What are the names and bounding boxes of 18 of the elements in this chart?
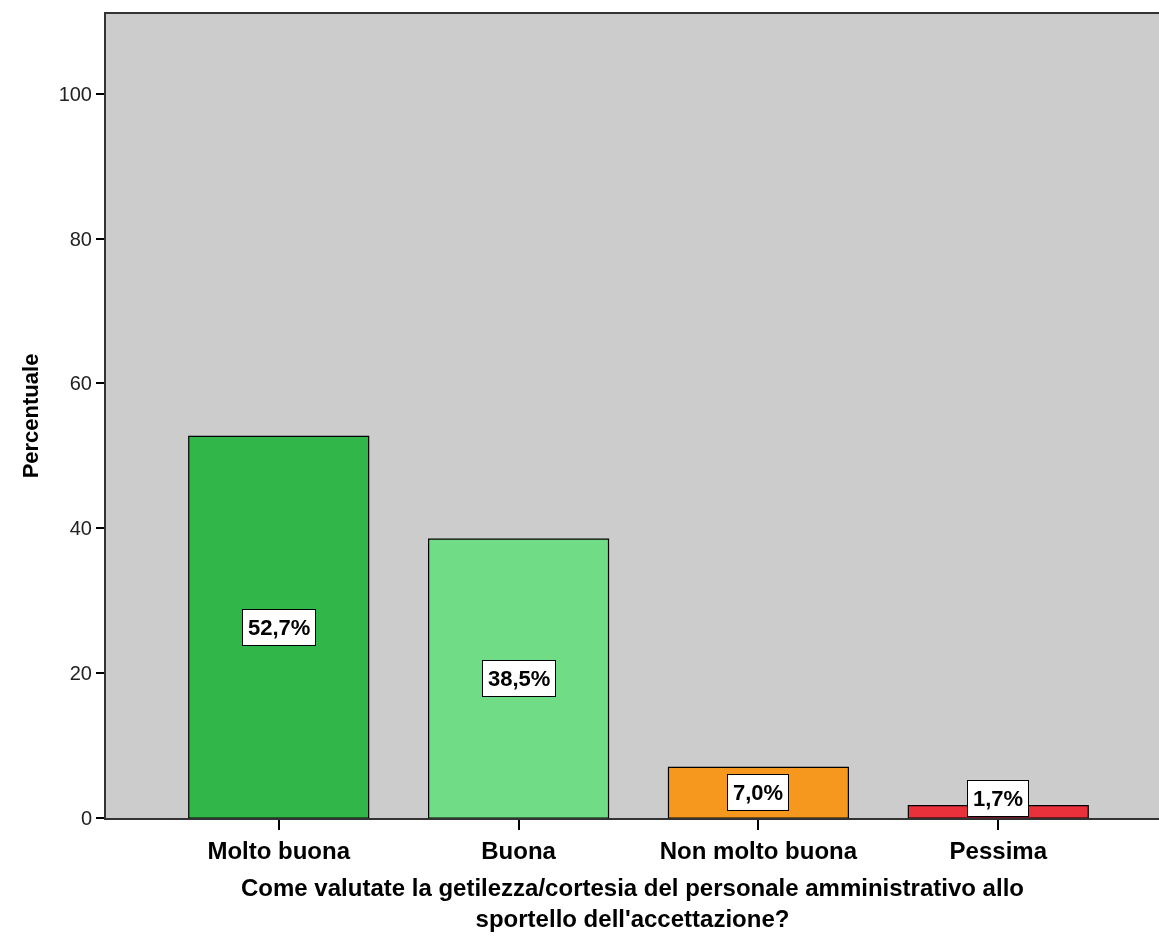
x-axis-title: Come valutate la getilezza/cortesia del personale amministrativo allo sportello dell'accettazione? bbox=[241, 873, 1024, 932]
y-tick-label: 80 bbox=[69, 227, 92, 250]
bar bbox=[428, 538, 610, 818]
x-tick-label: Buona bbox=[481, 836, 557, 864]
x-tick-label: Non molto buona bbox=[659, 836, 858, 864]
data-label: 1,7% bbox=[973, 786, 1024, 811]
x-tick-label: Pessima bbox=[949, 836, 1048, 864]
y-tick-label: 100 bbox=[58, 82, 92, 105]
data-label: 7,0% bbox=[733, 780, 784, 805]
bar bbox=[188, 435, 370, 818]
y-tick-label: 20 bbox=[69, 662, 92, 685]
y-tick-label: 40 bbox=[69, 517, 92, 540]
y-tick-label: 60 bbox=[69, 372, 92, 395]
y-tick-label: 0 bbox=[80, 807, 92, 829]
x-tick-label: Molto buona bbox=[207, 836, 351, 864]
data-label: 38,5% bbox=[488, 666, 551, 691]
data-label: 52,7% bbox=[248, 615, 311, 640]
y-axis-title: Percentuale bbox=[17, 353, 43, 479]
